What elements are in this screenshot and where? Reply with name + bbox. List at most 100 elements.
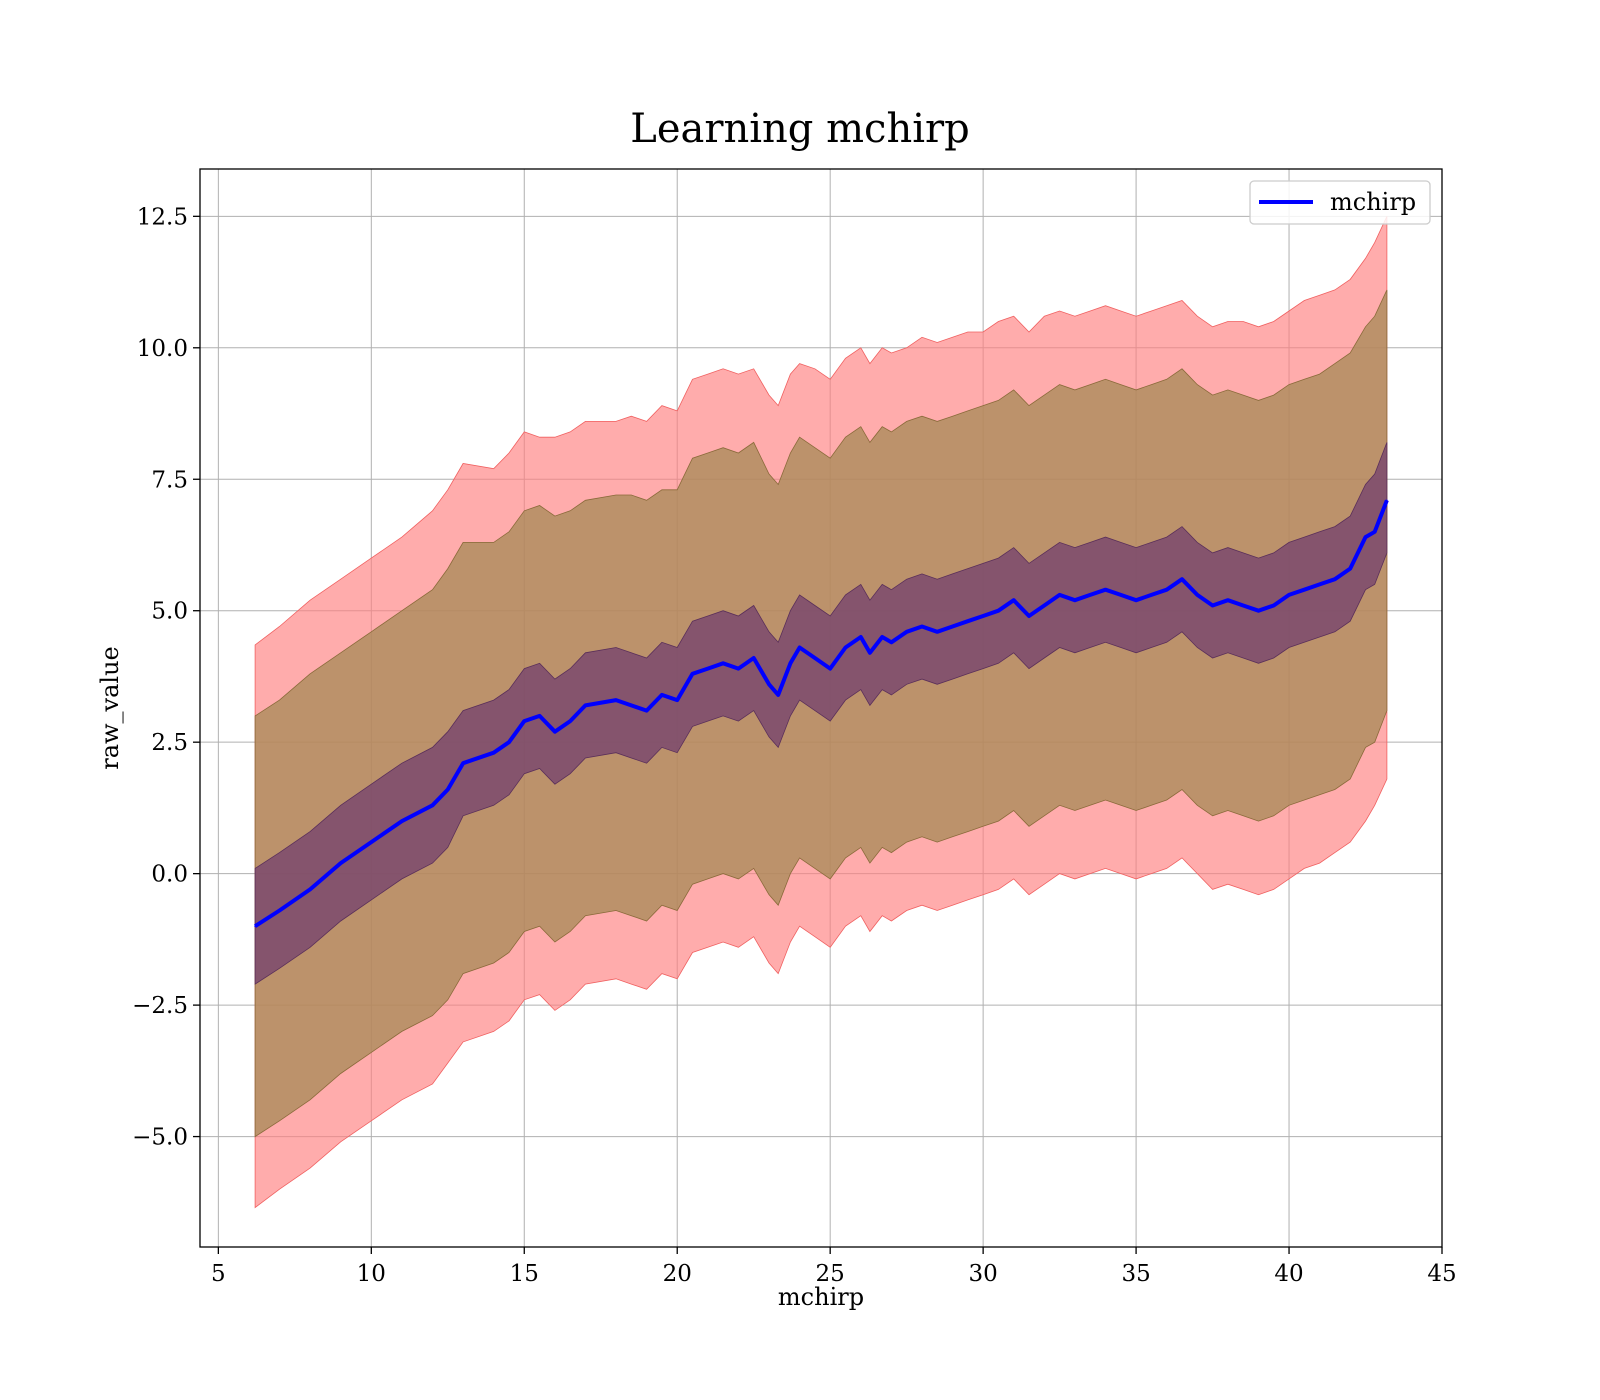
data-point <box>1058 594 1061 596</box>
data-point <box>1334 578 1336 580</box>
data-point <box>1165 588 1168 591</box>
y-axis-label: raw_value <box>96 646 124 770</box>
data-point <box>768 683 770 686</box>
data-point <box>1211 604 1214 607</box>
data-point <box>492 751 495 754</box>
data-point <box>1364 536 1367 538</box>
data-point <box>1386 499 1388 502</box>
data-point <box>1012 599 1015 601</box>
data-point <box>1074 599 1076 601</box>
data-point <box>737 667 740 670</box>
legend-label-mchirp: mchirp <box>1330 188 1416 216</box>
y-tick-label-7: 12.5 <box>137 204 188 230</box>
data-point <box>789 662 792 665</box>
data-point <box>951 625 954 628</box>
y-tick-label-5: 7.5 <box>151 467 188 493</box>
data-point <box>584 704 587 707</box>
y-tick-label-4: 5.0 <box>151 599 188 625</box>
series-line-mchirp <box>254 499 1389 928</box>
data-point <box>1196 594 1199 596</box>
data-point <box>254 925 256 927</box>
data-point <box>1318 583 1321 586</box>
chart-title: Learning mchirp <box>630 106 969 152</box>
data-point <box>508 741 510 743</box>
data-point <box>431 804 434 807</box>
data-point <box>1120 594 1122 596</box>
y-tick-label-3: 2.5 <box>151 730 188 756</box>
data-point <box>722 662 724 665</box>
y-tick-label-0: −5.0 <box>132 1125 188 1151</box>
x-tick-label-0: 5 <box>211 1261 226 1287</box>
x-tick-label-5: 30 <box>968 1261 997 1287</box>
band-inner <box>254 442 1388 985</box>
y-tick-label-1: −2.5 <box>132 993 188 1019</box>
x-tick-label-6: 35 <box>1121 1261 1150 1287</box>
data-point <box>1373 531 1376 533</box>
series-layer <box>254 499 1389 928</box>
data-point <box>691 673 694 675</box>
y-tick-label-6: 10.0 <box>137 336 188 362</box>
data-point <box>554 730 556 733</box>
data-point <box>752 657 755 659</box>
data-point <box>1089 594 1091 596</box>
data-point <box>462 762 464 764</box>
data-point <box>569 720 571 722</box>
data-point <box>661 694 663 696</box>
data-point <box>1227 599 1229 601</box>
data-point <box>645 709 648 712</box>
data-point <box>707 667 709 670</box>
data-point <box>860 636 862 638</box>
plot-frame <box>199 168 1443 1248</box>
data-point <box>1028 615 1030 617</box>
data-point <box>814 657 816 659</box>
data-point <box>1150 594 1153 596</box>
data-point <box>1043 604 1046 607</box>
data-point <box>844 646 847 649</box>
x-tick-label-1: 10 <box>357 1261 386 1287</box>
data-point <box>1181 578 1183 580</box>
data-point <box>1272 604 1275 607</box>
data-point <box>370 841 373 843</box>
data-point <box>447 788 449 791</box>
data-point <box>1257 609 1260 612</box>
data-point <box>1135 599 1137 601</box>
data-point <box>309 888 311 891</box>
x-tick-label-4: 25 <box>816 1261 845 1287</box>
data-point <box>538 715 541 717</box>
data-point <box>630 704 633 707</box>
data-point <box>967 620 969 622</box>
data-point <box>921 625 923 628</box>
confidence-bands <box>254 216 1388 1209</box>
data-point <box>829 667 831 670</box>
x-axis-ticks: 5 10 15 20 25 30 35 40 45 <box>211 1247 1457 1287</box>
data-point <box>523 720 526 722</box>
data-point <box>401 820 403 822</box>
y-axis-ticks: −5.0 −2.5 0.0 2.5 5.0 7.5 10.0 12.5 <box>132 204 200 1151</box>
data-point <box>676 699 678 701</box>
data-point <box>798 646 801 649</box>
data-point <box>615 699 617 701</box>
data-point <box>339 862 342 864</box>
data-point <box>1349 567 1351 570</box>
data-point <box>905 631 908 633</box>
data-point <box>1242 604 1244 607</box>
x-tick-label-2: 15 <box>510 1261 539 1287</box>
x-tick-label-3: 20 <box>663 1261 692 1287</box>
legend-box <box>1249 180 1431 225</box>
x-tick-label-7: 40 <box>1274 1261 1303 1287</box>
data-point <box>777 694 779 696</box>
legend: mchirp <box>1249 180 1431 225</box>
data-point <box>869 652 871 654</box>
data-point <box>1288 594 1290 596</box>
data-point <box>881 636 883 638</box>
y-tick-label-2: 0.0 <box>151 862 188 888</box>
x-tick-label-8: 45 <box>1427 1261 1456 1287</box>
x-axis-label: mchirp <box>778 1283 864 1311</box>
data-point <box>278 909 281 912</box>
data-point <box>936 631 938 633</box>
data-point <box>1303 588 1306 591</box>
data-point <box>890 641 893 644</box>
data-point <box>982 615 984 617</box>
data-point <box>997 609 1000 612</box>
